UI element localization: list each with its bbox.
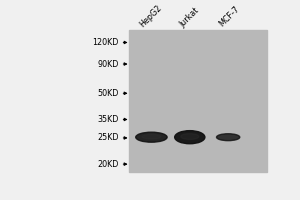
- Ellipse shape: [181, 134, 199, 139]
- Text: 120KD: 120KD: [92, 38, 119, 47]
- Ellipse shape: [142, 134, 161, 139]
- Text: 35KD: 35KD: [98, 115, 119, 124]
- Ellipse shape: [175, 131, 205, 144]
- Text: Jurkat: Jurkat: [178, 6, 200, 29]
- Text: 25KD: 25KD: [98, 133, 119, 142]
- Text: 90KD: 90KD: [98, 60, 119, 69]
- Bar: [129, 30, 266, 172]
- Text: 50KD: 50KD: [98, 89, 119, 98]
- Ellipse shape: [221, 135, 235, 138]
- Text: 20KD: 20KD: [98, 160, 119, 169]
- Text: HepG2: HepG2: [138, 3, 164, 29]
- Ellipse shape: [217, 134, 240, 141]
- Text: MCF-7: MCF-7: [217, 5, 241, 29]
- Ellipse shape: [136, 132, 167, 142]
